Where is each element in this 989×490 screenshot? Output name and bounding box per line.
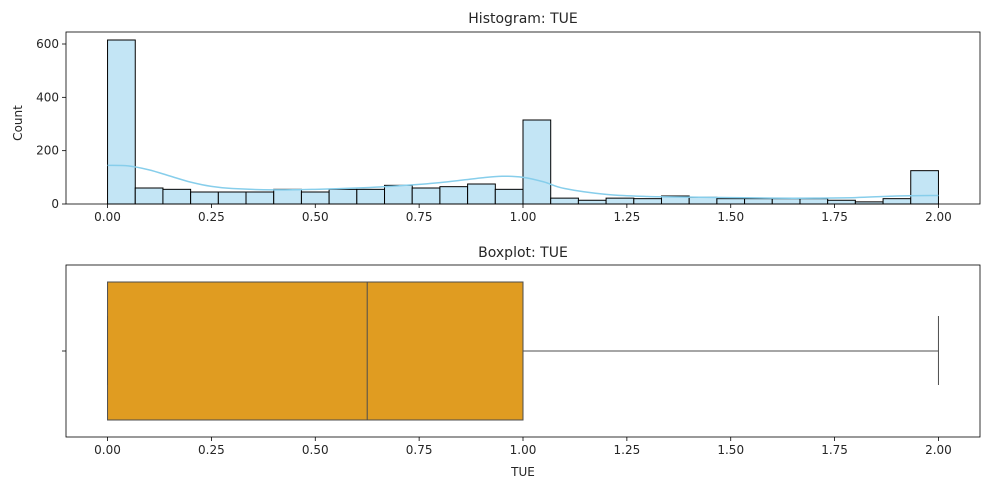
histogram-bar [273,188,302,205]
histogram-bar [716,198,746,205]
histogram-panel: Histogram: TUE Count 0.00 0.25 0.50 0.75 1.0… [11,11,981,224]
histogram-y-tick-label: 0 [51,197,59,211]
boxplot-x-ticks: 0.00 0.25 0.50 0.75 1.00 1.25 1.50 1.75 2.00 [94,437,952,457]
histogram-x-tick-label: 0.75 [406,210,433,224]
histogram-x-tick-label: 0.25 [198,210,225,224]
histogram-kde-line [107,164,939,199]
histogram-y-axis-label: Count [11,105,25,141]
histogram-x-tick-label: 0.00 [94,210,121,224]
boxplot-panel: Boxplot: TUE 0.00 0.25 0.50 0.75 1.00 1.25 1.5… [62,245,981,479]
histogram-y-tick-label: 400 [36,90,59,104]
histogram-title: Histogram: TUE [468,11,577,27]
histogram-bar [744,198,773,205]
boxplot-x-tick-label: 0.50 [302,443,329,457]
boxplot-x-tick-label: 0.00 [94,443,121,457]
boxplot-elements [107,281,939,421]
boxplot-title: Boxplot: TUE [478,245,568,261]
histogram-bar [356,188,386,205]
histogram-x-tick-label: 1.50 [717,210,744,224]
histogram-y-tick-label: 200 [36,144,59,158]
histogram-x-tick-label: 1.00 [510,210,537,224]
histogram-bars [107,39,939,205]
histogram-bar [134,187,164,205]
boxplot-box [107,281,524,421]
histogram-y-ticks: 0 200 400 600 [36,37,66,211]
histogram-bar [300,191,330,205]
histogram-bar [245,191,275,205]
histogram-x-ticks: 0.00 0.25 0.50 0.75 1.00 1.25 1.50 1.75 2.00 [94,204,952,224]
histogram-bar [107,39,136,205]
histogram-bar [688,196,718,205]
histogram-x-tick-label: 1.25 [614,210,641,224]
histogram-bar [190,191,219,205]
histogram-axes-frame [65,31,981,205]
histogram-bar [494,188,524,205]
histogram-bar [827,199,856,205]
histogram-bar [384,184,413,205]
histogram-bar [411,187,441,205]
histogram-y-tick-label: 600 [36,37,59,51]
boxplot-x-tick-label: 2.00 [925,443,952,457]
boxplot-x-tick-label: 1.50 [717,443,744,457]
histogram-bar [577,199,607,205]
histogram-bar [605,197,635,205]
histogram-bar [633,198,663,205]
histogram-x-tick-label: 2.00 [925,210,952,224]
histogram-bar [217,191,247,205]
histogram-bar [882,198,912,205]
histogram-bar [439,186,469,205]
boxplot-x-tick-label: 1.75 [821,443,848,457]
histogram-x-tick-label: 1.75 [821,210,848,224]
histogram-bar [799,198,829,205]
boxplot-axes-frame [65,264,981,438]
histogram-bar [467,183,496,205]
histogram-bar [328,188,358,205]
boxplot-x-tick-label: 0.75 [406,443,433,457]
boxplot-x-tick-label: 0.25 [198,443,225,457]
histogram-bar [550,197,579,205]
histogram-x-tick-label: 0.50 [302,210,329,224]
histogram-bar [162,188,192,205]
boxplot-x-tick-label: 1.25 [614,443,641,457]
histogram-bar [522,119,552,205]
boxplot-x-tick-label: 1.00 [510,443,537,457]
histogram-bar [910,170,939,205]
histogram-bar [771,198,801,205]
boxplot-x-axis-label: TUE [510,465,535,479]
